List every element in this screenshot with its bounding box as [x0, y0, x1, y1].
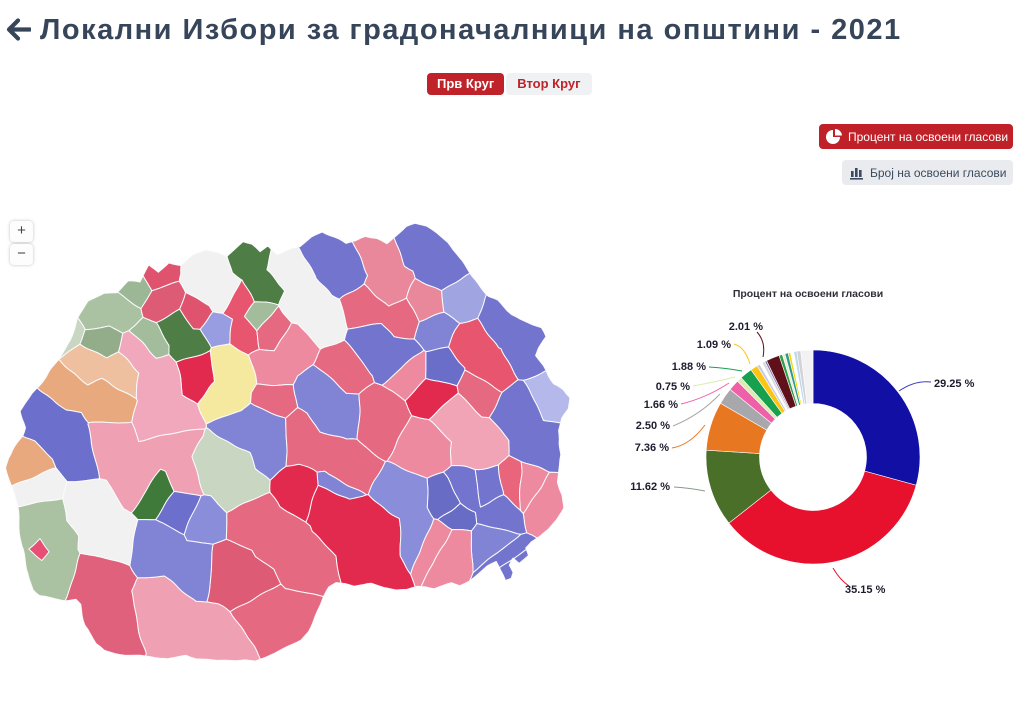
svg-text:1.66 %: 1.66 %	[644, 399, 678, 411]
svg-text:0.75 %: 0.75 %	[656, 381, 690, 393]
svg-text:1.88 %: 1.88 %	[672, 361, 706, 373]
svg-text:11.62 %: 11.62 %	[630, 481, 670, 493]
svg-text:29.25 %: 29.25 %	[934, 378, 975, 390]
svg-text:7.36 %: 7.36 %	[635, 442, 669, 454]
svg-text:35.15 %: 35.15 %	[845, 584, 886, 596]
svg-text:Процент на освоени гласови: Процент на освоени гласови	[733, 288, 883, 300]
svg-text:2.50 %: 2.50 %	[636, 420, 670, 432]
svg-text:1.09 %: 1.09 %	[697, 339, 731, 351]
svg-text:2.01 %: 2.01 %	[729, 321, 763, 333]
